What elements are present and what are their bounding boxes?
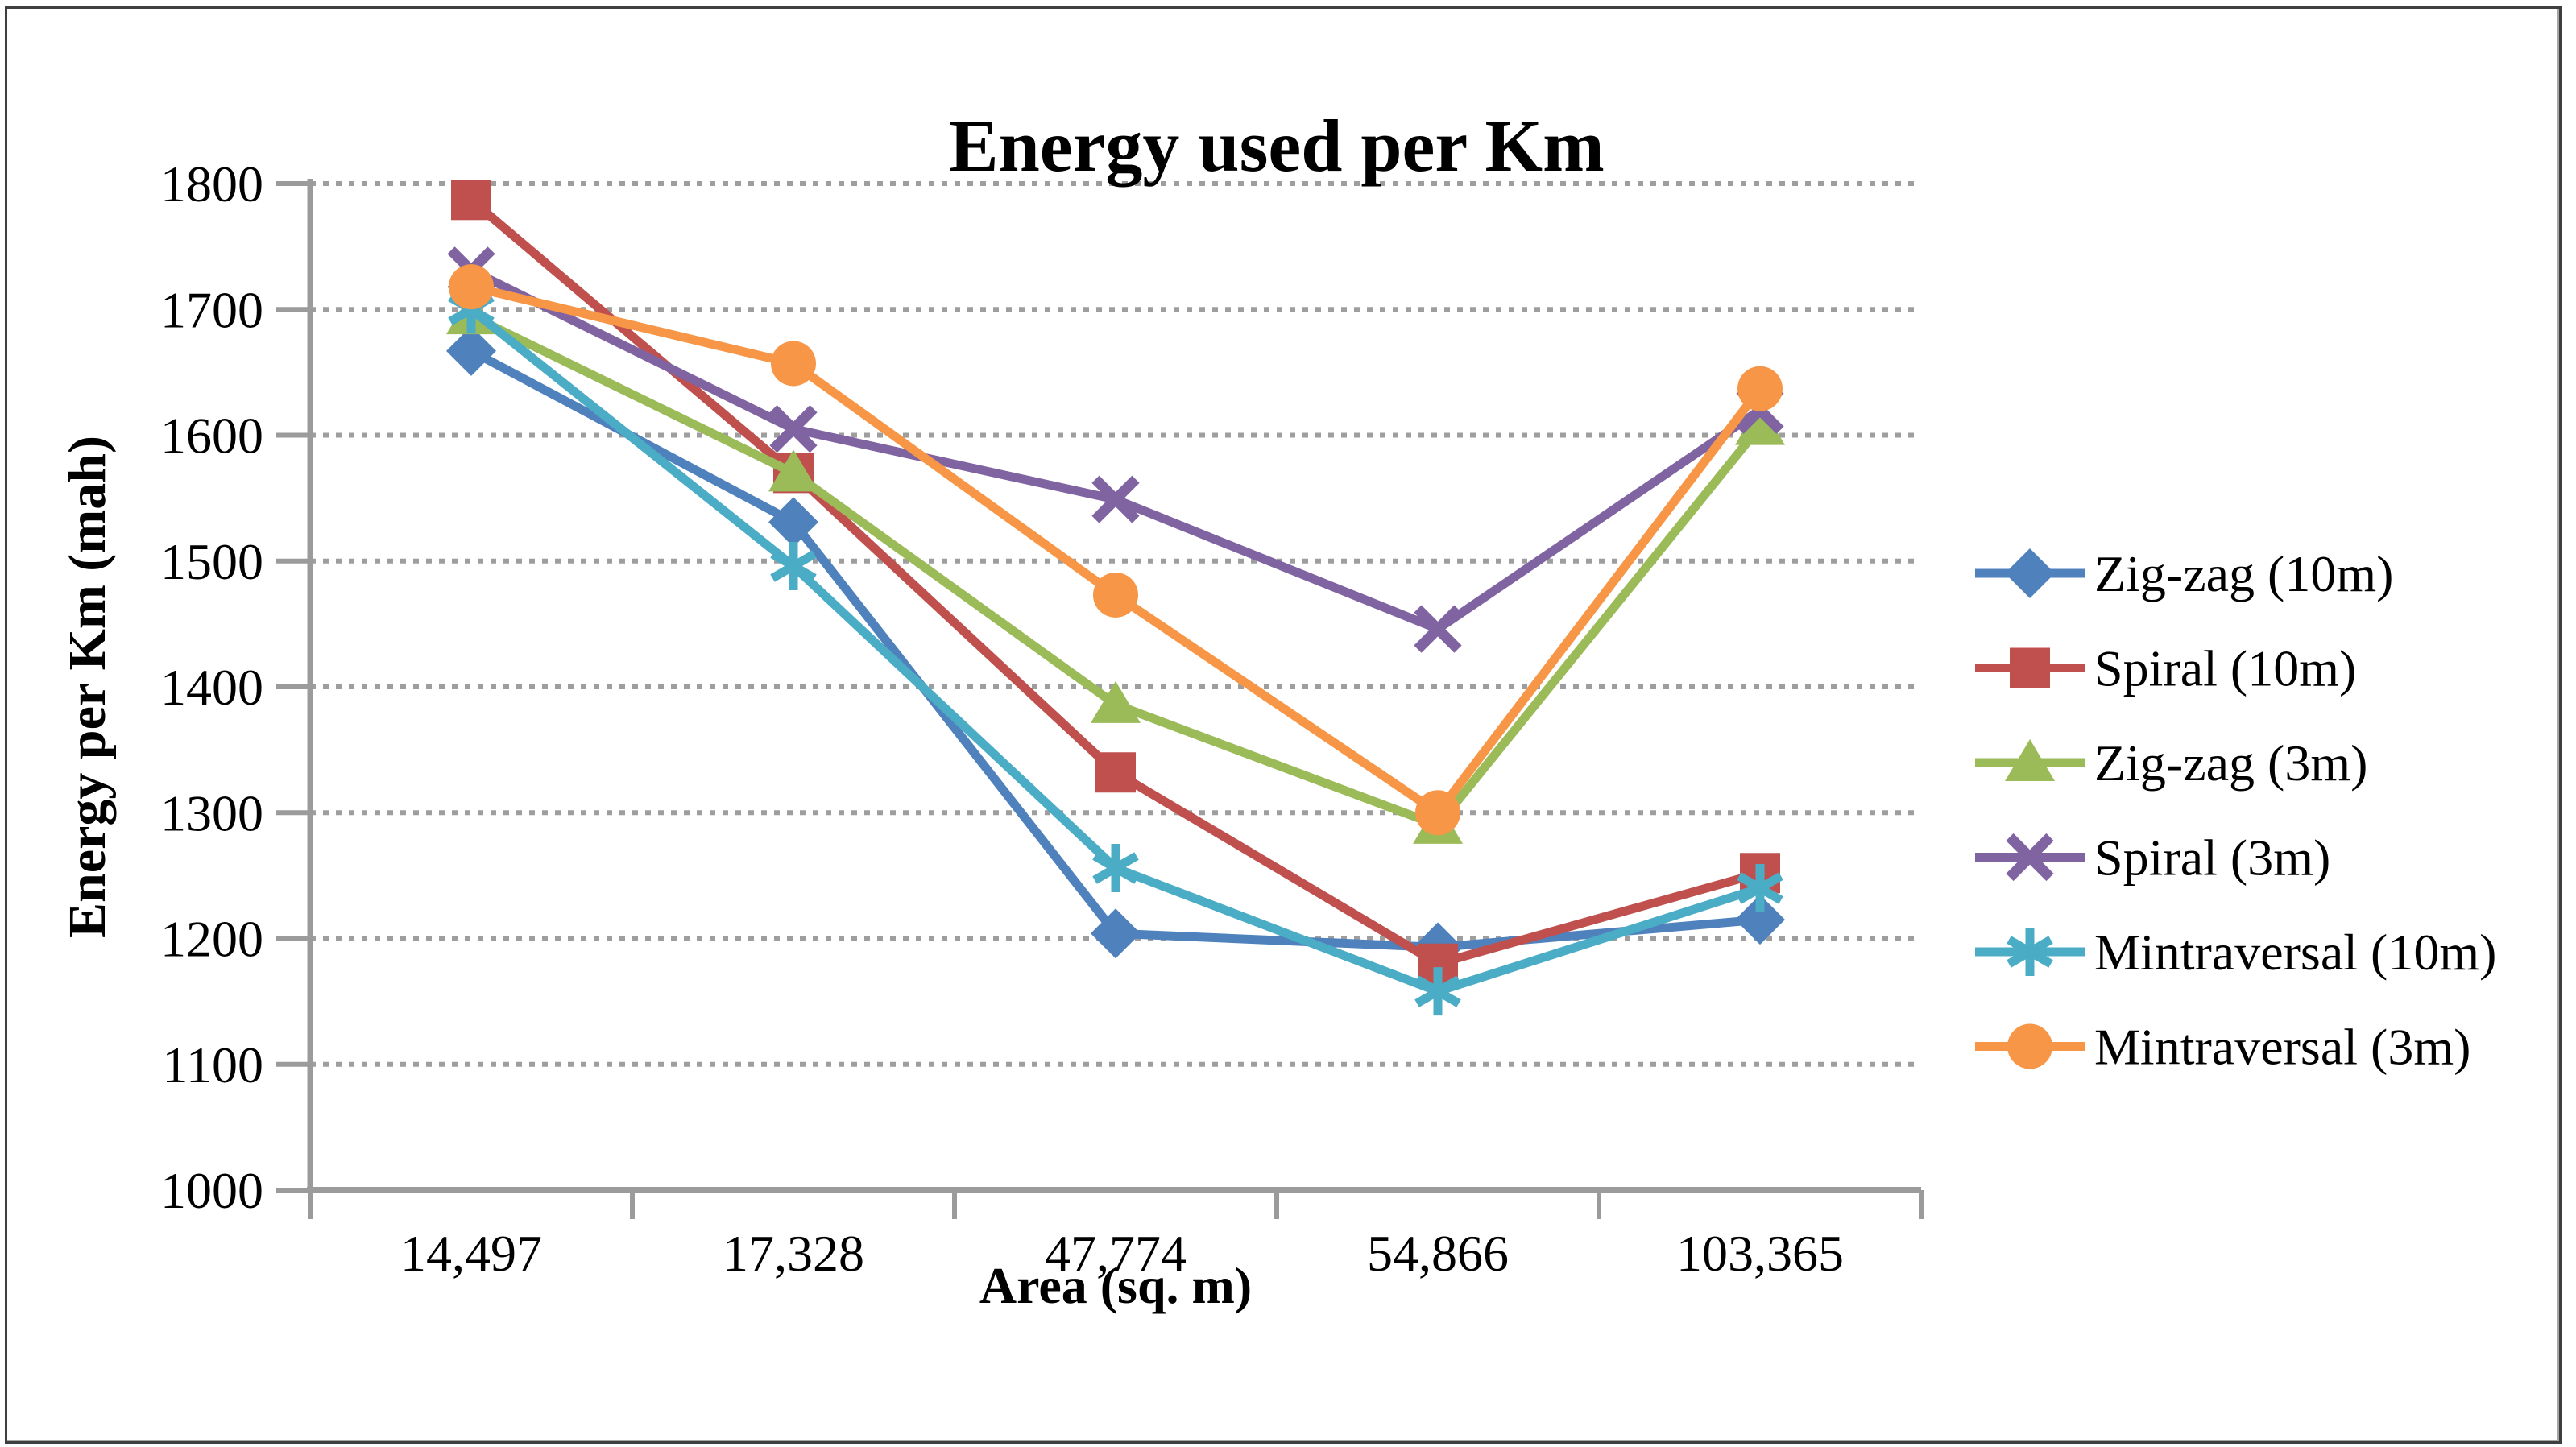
asterisk-marker	[1737, 864, 1783, 912]
axes-layer	[276, 179, 1924, 1219]
asterisk-marker-stroke	[1414, 975, 1461, 1007]
x-axis-tick-label: 14,497	[400, 1225, 542, 1282]
x-axis-tick-labels: 14,497 17,328 47,774 54,866 103,365	[400, 1225, 1844, 1282]
asterisk-marker	[770, 542, 817, 590]
square-shape	[451, 180, 491, 221]
diamond-shape	[446, 325, 496, 376]
x-marker-stroke	[1091, 475, 1140, 523]
x-axis-tick-label: 103,365	[1676, 1225, 1844, 1282]
x-axis-title: Area (sq. m)	[979, 1257, 1252, 1314]
diamond-shape	[1091, 908, 1141, 959]
x-marker-stroke	[2006, 833, 2054, 882]
x-axis-tick-label: 17,328	[723, 1225, 864, 1282]
legend: Zig-zag (10m) Spiral (10m) Zig-zag (3m) Spi…	[1975, 545, 2496, 1076]
diamond-shape	[2005, 548, 2055, 598]
y-axis-title: Energy per Km (mah)	[58, 436, 117, 938]
square-marker	[2010, 647, 2050, 688]
triangle-marker	[768, 449, 818, 492]
legend-entry: Mintraversal (3m)	[1975, 1019, 2470, 1076]
x-marker	[2006, 833, 2054, 882]
diamond-marker	[1735, 895, 1785, 945]
diamond-marker	[446, 325, 496, 376]
y-axis-tick-label: 1100	[162, 1036, 263, 1094]
diamond-marker	[768, 497, 818, 548]
x-marker-stroke	[769, 405, 818, 453]
circle-marker	[449, 264, 494, 310]
circle-marker	[1093, 572, 1138, 618]
circle-marker	[1737, 366, 1783, 411]
asterisk-marker	[2007, 928, 2053, 976]
y-axis-tick-label: 1200	[160, 911, 263, 968]
circle-marker	[1415, 790, 1460, 836]
circle-shape	[771, 341, 816, 387]
square-marker	[451, 180, 491, 221]
circle-shape	[2007, 1023, 2052, 1069]
square-shape	[2010, 647, 2050, 688]
asterisk-marker-stroke	[770, 550, 817, 582]
y-axis-tick-label: 1400	[160, 659, 263, 716]
triangle-shape	[2005, 739, 2055, 781]
legend-entry: Spiral (10m)	[1975, 640, 2356, 697]
circle-shape	[1093, 572, 1138, 618]
triangle-shape	[1735, 403, 1785, 445]
triangle-shape	[1091, 680, 1141, 723]
y-axis-tick-labels: 1000 1100 1200 1300 1400 1500 1600 1700 1800	[160, 155, 263, 1219]
legend-label: Mintraversal (3m)	[2094, 1019, 2470, 1076]
y-axis-tick-label: 1600	[160, 407, 263, 465]
circle-marker	[2007, 1023, 2052, 1069]
legend-label: Zig-zag (3m)	[2094, 734, 2367, 792]
asterisk-marker-stroke	[1092, 852, 1139, 884]
square-marker	[1095, 752, 1136, 793]
triangle-marker	[2005, 739, 2055, 781]
x-marker-stroke	[1414, 605, 1462, 653]
legend-entry: Zig-zag (10m)	[1975, 545, 2393, 602]
asterisk-marker	[1092, 844, 1139, 892]
asterisk-marker-stroke	[2007, 936, 2053, 968]
y-axis-tick-label: 1300	[160, 784, 263, 841]
x-axis-tick-label: 54,866	[1367, 1225, 1509, 1282]
asterisk-marker	[1414, 967, 1461, 1016]
y-axis-tick-label: 1500	[160, 533, 263, 590]
diamond-marker	[2005, 548, 2055, 598]
legend-entry: Zig-zag (3m)	[1975, 734, 2367, 792]
legend-label: Spiral (10m)	[2094, 640, 2356, 697]
legend-label: Mintraversal (10m)	[2094, 924, 2496, 981]
diamond-marker	[1091, 908, 1141, 959]
series-mintraversal-10m-	[448, 285, 1783, 1016]
diamond-shape	[1735, 895, 1785, 945]
legend-label: Spiral (3m)	[2094, 829, 2330, 887]
x-marker	[769, 405, 818, 453]
circle-shape	[1415, 790, 1460, 836]
x-axis-tick-label: 47,774	[1045, 1225, 1187, 1282]
series-layer	[446, 180, 1785, 1016]
y-axis-tick-label: 1000	[160, 1162, 263, 1219]
circle-marker	[771, 341, 816, 387]
diamond-shape	[768, 497, 818, 548]
y-axis-tick-label: 1700	[160, 281, 263, 338]
legend-label: Zig-zag (10m)	[2094, 545, 2393, 602]
x-marker	[1091, 475, 1140, 523]
series-line	[469, 312, 1764, 830]
triangle-marker	[1735, 403, 1785, 445]
asterisk-marker-stroke	[1737, 872, 1783, 904]
circle-shape	[449, 264, 494, 310]
legend-entry: Mintraversal (10m)	[1975, 924, 2496, 981]
circle-shape	[1737, 366, 1783, 411]
legend-entry: Spiral (3m)	[1975, 829, 2330, 887]
series-mintraversal-3m-	[449, 264, 1783, 836]
triangle-marker	[1091, 680, 1141, 723]
square-shape	[1095, 752, 1136, 793]
chart-title: Energy used per Km	[949, 105, 1605, 187]
x-marker	[1414, 605, 1462, 653]
triangle-shape	[768, 449, 818, 492]
y-axis-tick-label: 1800	[160, 155, 263, 213]
